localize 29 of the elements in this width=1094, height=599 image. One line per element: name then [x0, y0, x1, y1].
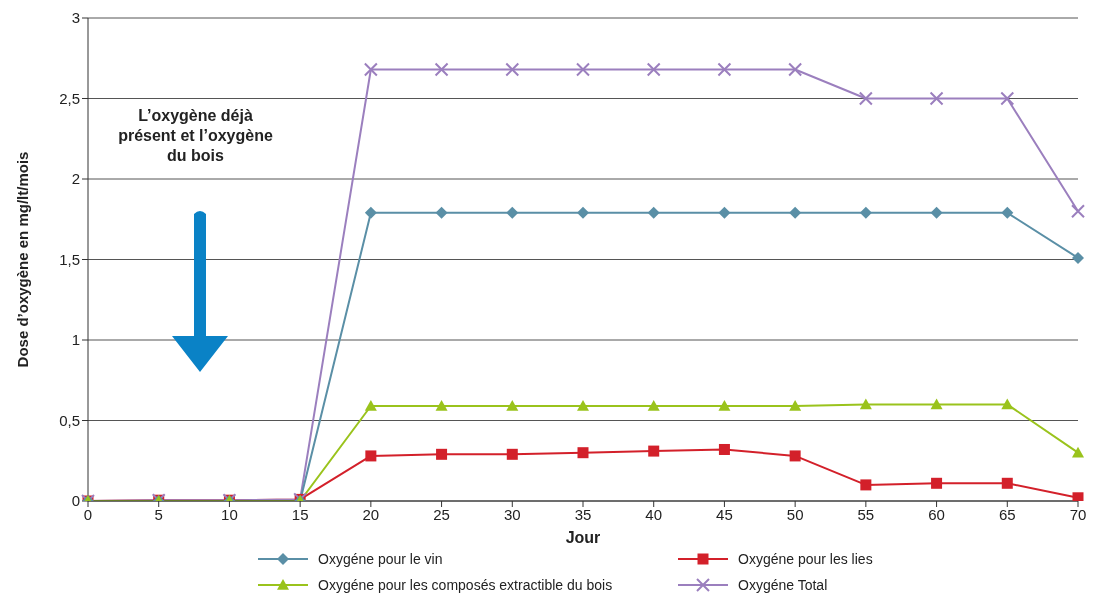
x-tick-label: 25 [433, 505, 450, 523]
x-tick-label: 70 [1069, 505, 1087, 523]
annotation: L’oxygène déjà présent et l’oxygène du bois [117, 106, 274, 166]
x-tick-label: 50 [786, 505, 804, 523]
x-tick-label: 35 [574, 505, 592, 523]
legend-label: Oxygéne pour les lies [738, 551, 873, 567]
x-tick-label: 30 [503, 505, 521, 523]
x-tick-label: 55 [857, 505, 875, 523]
y-axis-title: Dose d’oxygène en mg/lt/mois [14, 151, 32, 368]
y-tick-label: 2 [71, 170, 80, 188]
y-tick-label: 1,5 [59, 250, 80, 268]
x-axis-title: Jour [565, 529, 601, 546]
y-tick-label: 1 [71, 331, 80, 349]
y-tick-label: 0,5 [59, 411, 80, 429]
x-tick-label: 65 [998, 505, 1016, 523]
y-tick-label: 0 [71, 492, 80, 510]
x-tick-label: 10 [221, 505, 238, 523]
legend-label: Oxygéne pour le vin [318, 551, 443, 567]
x-tick-label: 0 [83, 505, 93, 523]
y-tick-label: 2,5 [59, 89, 80, 107]
x-tick-label: 5 [154, 505, 163, 523]
x-tick-label: 40 [645, 505, 663, 523]
x-tick-label: 60 [928, 505, 945, 523]
x-tick-label: 15 [291, 505, 309, 523]
x-tick-label: 45 [716, 505, 733, 523]
legend-label: Oxygéne pour les composés extractible du bois [318, 577, 613, 593]
legend-label: Oxygéne Total [738, 577, 828, 593]
x-tick-label: 20 [362, 505, 380, 523]
y-tick-label: 3 [71, 9, 80, 27]
